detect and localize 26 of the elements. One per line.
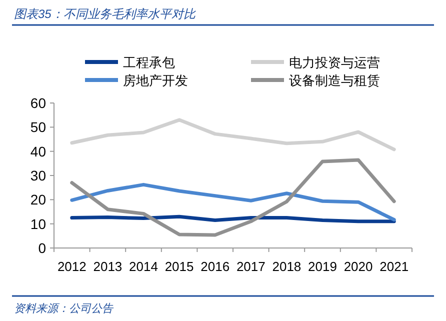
y-tick-label: 40	[30, 143, 46, 160]
x-tick-label: 2017	[236, 259, 266, 274]
legend-label: 设备制造与租赁	[289, 73, 380, 88]
legend-label: 房地产开发	[123, 73, 188, 88]
line-series	[70, 158, 396, 237]
y-tick-label: 50	[30, 119, 46, 136]
legend-label: 电力投资与运营	[289, 55, 380, 70]
y-tick-label: 0	[38, 240, 46, 256]
chart-title: 图表35：不同业务毛利率水平对比	[14, 7, 196, 21]
line-series	[70, 118, 396, 152]
y-tick-label: 30	[30, 168, 46, 184]
x-tick-label: 2018	[272, 259, 302, 274]
line-series	[70, 182, 396, 222]
y-tick-label: 60	[30, 95, 46, 111]
y-tick-label: 10	[30, 216, 46, 232]
text: 资料来源：公司公告	[14, 302, 114, 315]
legend-label: 工程承包	[123, 55, 175, 70]
x-tick-label: 2020	[344, 259, 373, 274]
y-tick-label: 20	[30, 192, 46, 208]
x-tick-label: 2015	[164, 259, 194, 274]
x-tick-label: 2014	[129, 259, 158, 274]
x-tick-label: 2016	[200, 259, 230, 274]
x-tick-label: 2019	[308, 259, 337, 274]
x-tick-label: 2021	[380, 259, 409, 274]
x-tick-label: 2012	[57, 259, 86, 274]
x-tick-label: 2013	[93, 259, 122, 274]
